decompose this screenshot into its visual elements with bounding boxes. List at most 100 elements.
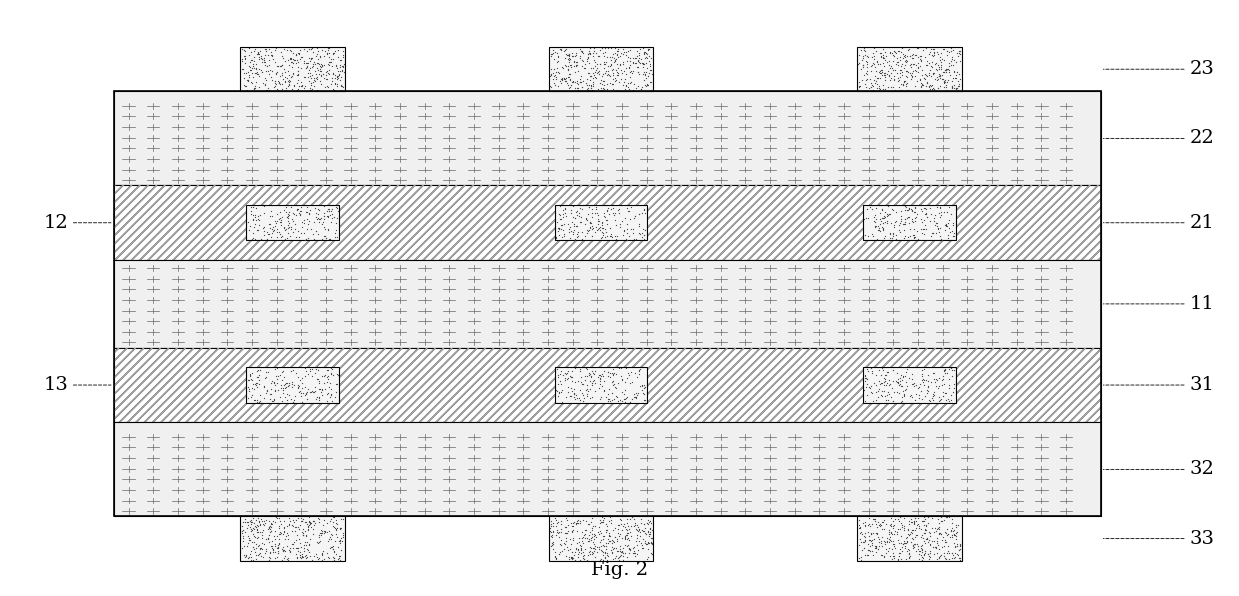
Point xyxy=(278,81,297,91)
Point xyxy=(900,60,919,70)
Point xyxy=(943,527,963,536)
Point xyxy=(913,552,933,562)
Point xyxy=(615,394,634,403)
Point xyxy=(576,384,596,393)
Point xyxy=(245,235,265,244)
Point xyxy=(929,65,949,74)
Point xyxy=(891,381,911,391)
Point xyxy=(639,530,659,539)
Point xyxy=(895,543,914,552)
Point xyxy=(250,544,270,553)
Point xyxy=(876,544,896,554)
Point xyxy=(901,74,921,83)
Point xyxy=(935,77,955,87)
Point xyxy=(597,525,617,535)
Point xyxy=(250,544,270,553)
Point xyxy=(626,524,646,533)
Point xyxy=(893,53,913,63)
Point xyxy=(947,531,966,541)
Point xyxy=(248,48,268,57)
Point xyxy=(875,73,895,82)
Point xyxy=(310,69,330,78)
Point xyxy=(913,228,933,237)
Point xyxy=(549,370,569,380)
Point xyxy=(320,393,339,402)
Point xyxy=(591,554,611,564)
Point xyxy=(937,221,957,230)
Point xyxy=(284,80,304,90)
Point xyxy=(302,364,322,373)
Point xyxy=(587,63,607,73)
Point xyxy=(902,390,922,400)
Point xyxy=(292,527,312,536)
Point xyxy=(928,375,948,385)
Point xyxy=(600,231,620,240)
Point xyxy=(280,547,300,557)
Point xyxy=(541,51,561,61)
Point xyxy=(572,82,592,91)
Point xyxy=(273,367,292,377)
Point xyxy=(606,66,626,75)
Point xyxy=(233,64,253,73)
Point xyxy=(544,519,564,528)
Point xyxy=(580,217,600,226)
Point xyxy=(570,217,590,226)
Point xyxy=(247,527,266,537)
Point xyxy=(950,74,970,84)
Point xyxy=(258,533,278,543)
Point xyxy=(607,46,627,56)
Point xyxy=(880,527,900,537)
Point xyxy=(949,554,969,563)
Point xyxy=(317,549,337,558)
Point xyxy=(289,84,309,94)
Point xyxy=(880,536,900,545)
Point xyxy=(270,213,290,222)
Point xyxy=(914,550,934,559)
Point xyxy=(560,534,580,544)
Point xyxy=(240,515,260,524)
Point xyxy=(301,555,321,564)
Point xyxy=(310,529,330,538)
Point xyxy=(881,61,901,70)
Point xyxy=(320,378,339,387)
Point xyxy=(612,396,632,405)
Point xyxy=(616,63,636,73)
Point xyxy=(256,61,276,71)
Point xyxy=(885,76,904,85)
Point xyxy=(595,232,615,242)
Point xyxy=(927,374,947,384)
Point xyxy=(641,527,660,537)
Point xyxy=(904,514,924,523)
Point xyxy=(864,514,883,524)
Point xyxy=(273,546,292,555)
Point xyxy=(876,75,896,85)
Point xyxy=(634,231,654,240)
Point xyxy=(597,395,617,404)
Point xyxy=(584,543,603,552)
Point xyxy=(642,550,662,559)
Point xyxy=(872,65,892,74)
Point xyxy=(239,62,259,72)
Point xyxy=(294,44,313,53)
Point xyxy=(603,64,623,74)
Point xyxy=(317,66,337,76)
Point xyxy=(287,552,307,561)
Point xyxy=(290,49,310,59)
Point xyxy=(877,211,897,221)
Point xyxy=(554,544,574,554)
Point xyxy=(301,366,321,375)
Point xyxy=(333,52,353,61)
Point xyxy=(254,539,274,548)
Point xyxy=(579,520,598,529)
Point xyxy=(927,548,947,558)
Point xyxy=(330,524,349,533)
Point xyxy=(927,539,947,548)
Point xyxy=(893,387,913,396)
Point xyxy=(872,517,892,526)
Point xyxy=(259,523,279,532)
Point xyxy=(306,368,326,378)
Point xyxy=(907,76,927,86)
Point xyxy=(260,65,280,74)
Point xyxy=(914,209,934,218)
Point xyxy=(633,59,653,69)
